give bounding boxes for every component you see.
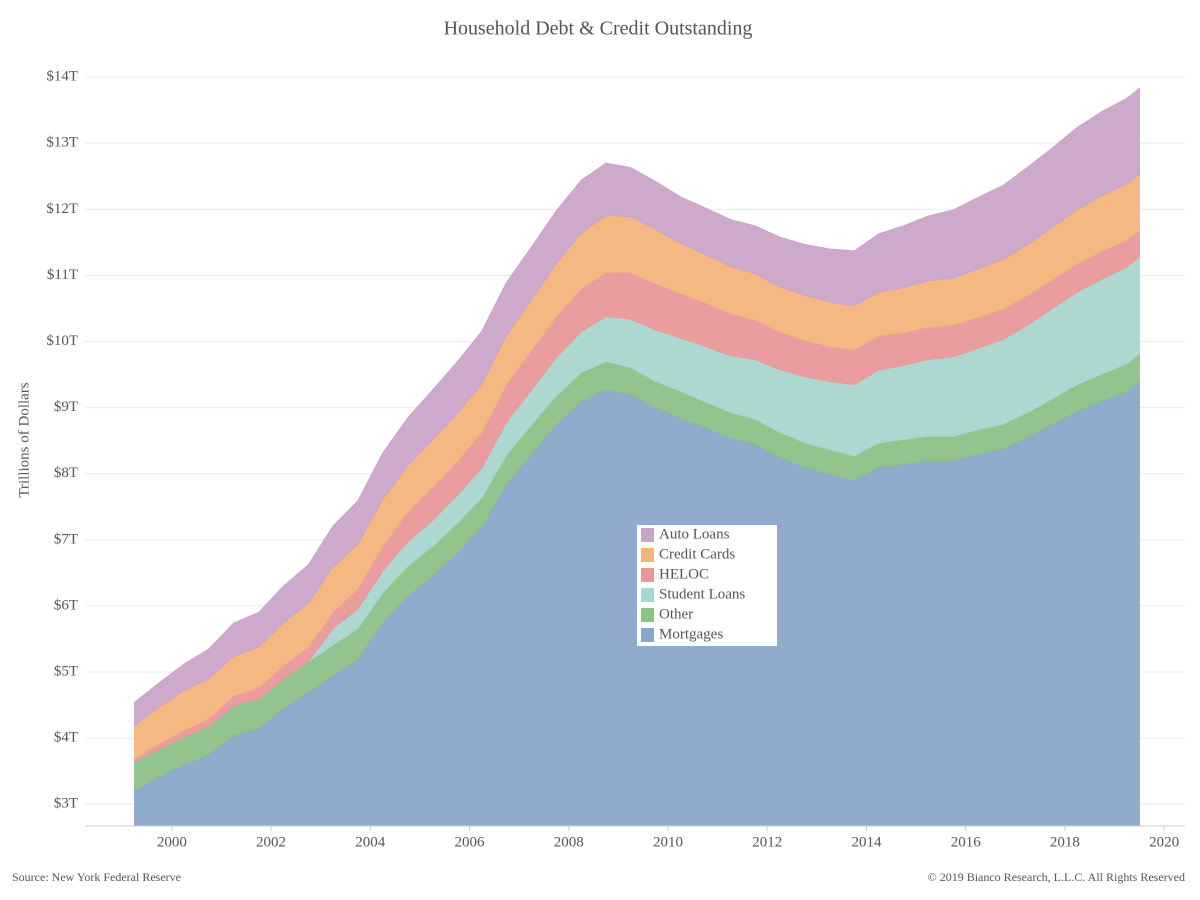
x-tick-label: 2020 [1149, 834, 1179, 850]
y-tick-label: $14T [46, 69, 78, 85]
y-tick-label: $5T [54, 663, 78, 679]
legend-swatch [641, 608, 654, 622]
legend: Auto Loans Credit Cards HELOC Student Loans… [637, 525, 777, 646]
y-tick-label: $13T [46, 135, 78, 151]
y-tick-label: $7T [54, 531, 78, 547]
legend-label: Credit Cards [659, 546, 735, 562]
x-tick-label: 2008 [554, 834, 584, 850]
area [134, 87, 1140, 727]
legend-swatch [641, 548, 654, 562]
legend-swatch [641, 528, 654, 542]
legend-label: HELOC [659, 566, 709, 582]
legend-label: Auto Loans [659, 526, 730, 542]
legend-box [637, 525, 777, 646]
y-tick-label: $11T [47, 267, 78, 283]
y-tick-label: $3T [54, 796, 78, 812]
x-tick-label: 2012 [752, 834, 782, 850]
legend-swatch [641, 588, 654, 602]
x-tick-label: 2000 [157, 834, 187, 850]
y-tick-label: $8T [54, 465, 78, 481]
copyright-note: © 2019 Bianco Research, L.L.C. All Right… [928, 870, 1185, 884]
y-tick-label: $6T [54, 597, 78, 613]
legend-label: Student Loans [659, 586, 745, 602]
x-tick-label: 2006 [455, 834, 486, 850]
y-tick-label: $9T [54, 399, 78, 415]
x-tick-label: 2004 [355, 834, 386, 850]
y-tick-label: $10T [46, 333, 78, 349]
x-tick-label: 2016 [951, 834, 982, 850]
legend-swatch [641, 628, 654, 642]
x-tick-label: 2018 [1050, 834, 1080, 850]
source-note: Source: New York Federal Reserve [12, 870, 181, 884]
y-axis-label: Trillions of Dollars [16, 382, 32, 497]
y-tick-label: $12T [46, 201, 78, 217]
y-tick-label: $4T [54, 730, 78, 746]
x-tick-label: 2002 [256, 834, 286, 850]
x-tick-label: 2014 [851, 834, 882, 850]
legend-label: Other [659, 606, 693, 622]
legend-label: Mortgages [659, 626, 723, 642]
chart-title: Household Debt & Credit Outstanding [444, 18, 753, 40]
legend-swatch [641, 568, 654, 582]
x-tick-label: 2010 [653, 834, 683, 850]
